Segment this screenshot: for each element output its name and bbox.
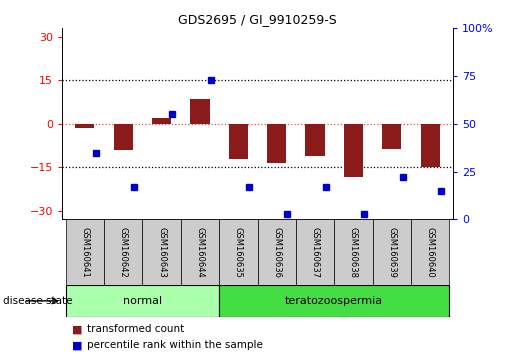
- Title: GDS2695 / GI_9910259-S: GDS2695 / GI_9910259-S: [178, 13, 337, 26]
- Bar: [296, 219, 334, 285]
- Bar: [267, 124, 286, 163]
- Text: GSM160640: GSM160640: [426, 227, 435, 278]
- Bar: [219, 219, 258, 285]
- Text: GSM160638: GSM160638: [349, 227, 358, 278]
- Text: GSM160641: GSM160641: [80, 227, 89, 278]
- Text: transformed count: transformed count: [87, 324, 184, 334]
- Bar: [411, 219, 450, 285]
- Text: teratozoospermia: teratozoospermia: [285, 296, 383, 306]
- Bar: [305, 124, 324, 156]
- Bar: [191, 99, 210, 124]
- Text: GSM160639: GSM160639: [387, 227, 397, 278]
- Text: GSM160637: GSM160637: [311, 227, 320, 278]
- Bar: [344, 124, 363, 177]
- Text: ■: ■: [72, 340, 82, 350]
- Bar: [104, 219, 142, 285]
- Bar: [65, 285, 219, 317]
- Bar: [382, 124, 401, 149]
- Text: GSM160643: GSM160643: [157, 227, 166, 278]
- Text: GSM160635: GSM160635: [234, 227, 243, 278]
- Bar: [114, 124, 133, 150]
- Text: GSM160636: GSM160636: [272, 227, 281, 278]
- Bar: [219, 285, 450, 317]
- Text: GSM160642: GSM160642: [118, 227, 128, 278]
- Bar: [75, 124, 94, 128]
- Bar: [258, 219, 296, 285]
- Bar: [142, 219, 181, 285]
- Text: ■: ■: [72, 324, 82, 334]
- Text: percentile rank within the sample: percentile rank within the sample: [87, 340, 263, 350]
- Bar: [334, 219, 373, 285]
- Bar: [373, 219, 411, 285]
- Text: GSM160644: GSM160644: [195, 227, 204, 278]
- Bar: [421, 124, 440, 167]
- Text: normal: normal: [123, 296, 162, 306]
- Bar: [65, 219, 104, 285]
- Text: disease state: disease state: [3, 296, 72, 306]
- Bar: [152, 118, 171, 124]
- Bar: [229, 124, 248, 159]
- Bar: [181, 219, 219, 285]
